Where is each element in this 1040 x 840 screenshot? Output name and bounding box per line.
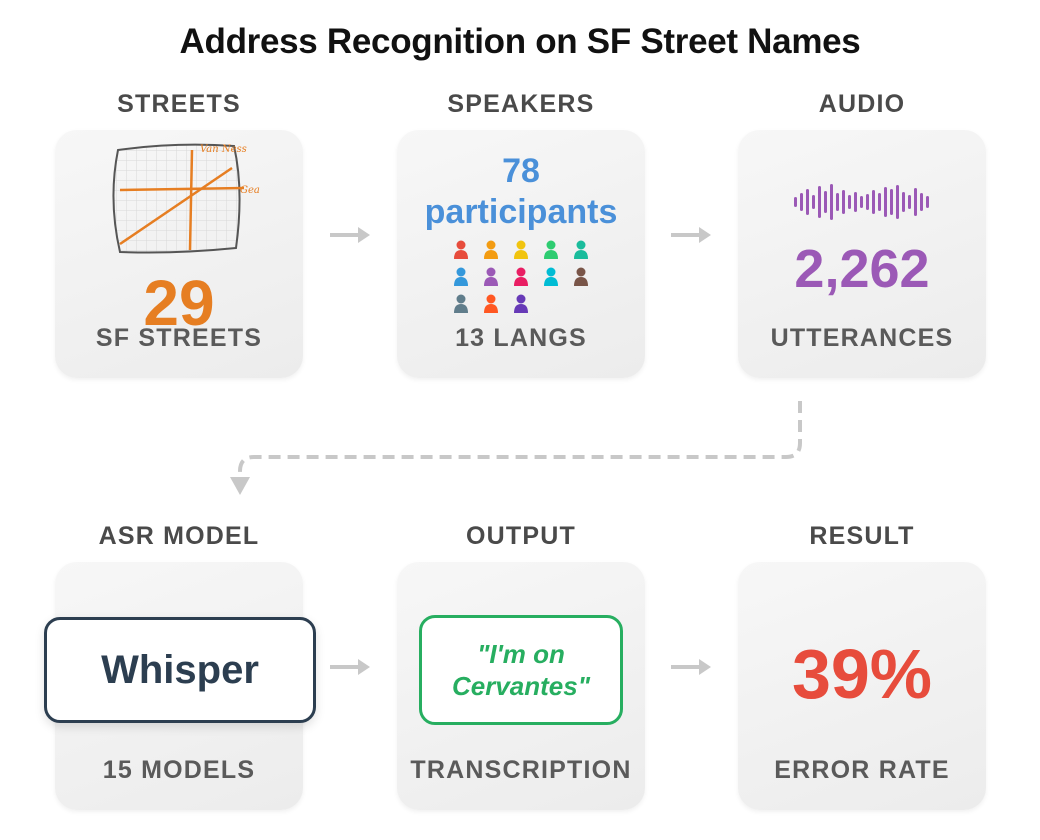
waveform-bar (800, 193, 803, 211)
person-icon (514, 267, 528, 286)
waveform-bar (902, 192, 905, 212)
waveform-bar (836, 193, 839, 211)
map-icon: Van Ness Gea (112, 143, 260, 254)
person-icon (484, 267, 498, 286)
section-label-audio: AUDIO (818, 90, 906, 118)
person-icon (484, 240, 498, 259)
waveform-bar (830, 184, 833, 220)
section-label-asr-model: ASR MODEL (98, 522, 260, 550)
waveform-bar (848, 195, 851, 209)
waveform-icon (794, 184, 929, 220)
audio-card: 2,262 UTTERANCES (738, 130, 986, 378)
section-label-streets: STREETS (117, 90, 241, 118)
waveform-bar (812, 195, 815, 209)
waveform-bar (872, 190, 875, 214)
person-icon (454, 294, 468, 313)
person-icon (454, 240, 468, 259)
section-label-result: RESULT (809, 522, 915, 550)
waveform-bar (806, 189, 809, 215)
map-label-van-ness: Van Ness (200, 144, 247, 155)
person-icon (574, 267, 588, 286)
waveform-bar (896, 185, 899, 219)
person-icon (514, 294, 528, 313)
map-label-gea: Gea (240, 185, 260, 196)
streets-sub: SF STREETS (95, 324, 263, 352)
arrow-right-icon (671, 659, 711, 675)
person-icon (454, 267, 468, 286)
streets-card: Van Ness Gea 29 SF STREETS (55, 130, 303, 378)
section-label-output: OUTPUT (466, 522, 576, 550)
page-title: Address Recognition on SF Street Names (179, 22, 861, 61)
arrow-right-icon (671, 227, 711, 243)
result-card: 39% ERROR RATE (738, 562, 986, 810)
person-icon (574, 240, 588, 259)
output-sub: TRANSCRIPTION (410, 756, 632, 784)
transcription-text: "I'm on Cervantes" (451, 639, 591, 701)
audio-count: 2,262 (794, 239, 930, 299)
person-icon (544, 267, 558, 286)
person-icon (544, 240, 558, 259)
transcription-box: "I'm on Cervantes" (419, 615, 623, 725)
person-icon (484, 294, 498, 313)
result-value: 39% (791, 635, 933, 713)
waveform-bar (818, 186, 821, 218)
waveform-bar (854, 192, 857, 212)
audio-sub: UTTERANCES (770, 324, 954, 352)
people-icon (397, 130, 645, 378)
waveform-bar (884, 187, 887, 217)
arrow-right-icon (330, 227, 370, 243)
section-label-speakers: SPEAKERS (447, 90, 595, 118)
waveform-bar (866, 194, 869, 210)
waveform-bar (926, 196, 929, 208)
waveform-bar (914, 188, 917, 216)
waveform-bar (794, 197, 797, 207)
speakers-card: 78 participants 13 LANGS (397, 130, 645, 378)
streets-count: 29 (143, 267, 215, 339)
waveform-bar (860, 196, 863, 208)
waveform-bar (878, 193, 881, 211)
person-icon (514, 240, 528, 259)
waveform-bar (908, 195, 911, 209)
waveform-bar (890, 189, 893, 215)
asr-model-sub: 15 MODELS (102, 756, 256, 784)
whisper-model-box: Whisper (44, 617, 316, 723)
speakers-count: 78 (502, 152, 540, 190)
speakers-count-label: participants (424, 193, 618, 231)
speakers-sub: 13 LANGS (455, 324, 587, 352)
waveform-bar (842, 190, 845, 214)
arrow-down-icon (230, 401, 802, 495)
result-sub: ERROR RATE (774, 756, 950, 784)
waveform-bar (920, 193, 923, 211)
arrow-right-icon (330, 659, 370, 675)
waveform-bar (824, 191, 827, 213)
